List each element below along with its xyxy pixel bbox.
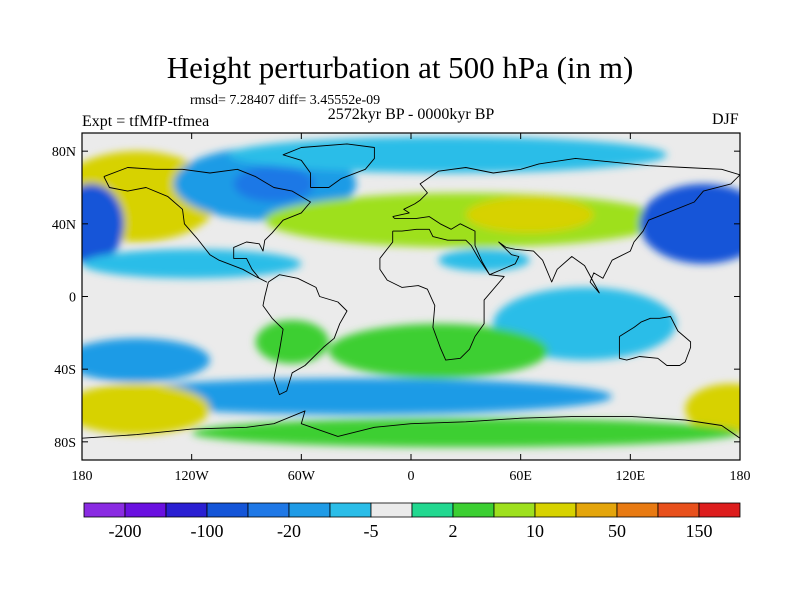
colorbar: -200 -100 -20 -5 2 10 50 150 — [84, 503, 740, 541]
lon-tick-label: 0 — [408, 469, 415, 484]
colorbar-swatch — [125, 503, 166, 517]
west-pacific-negative-anomaly — [639, 184, 767, 264]
colorbar-label: -20 — [277, 521, 301, 541]
lon-tick-label: 120W — [175, 469, 210, 484]
colorbar-swatch — [207, 503, 248, 517]
colorbar-label: 10 — [526, 521, 544, 541]
lat-tick-label: 40S — [54, 363, 76, 378]
colorbar-label: -5 — [364, 521, 379, 541]
colorbar-swatch — [453, 503, 494, 517]
south-pacific-negative-anomaly — [64, 338, 210, 382]
colorbar-swatch — [576, 503, 617, 517]
colorbar-swatch — [248, 503, 289, 517]
colorbar-label: 2 — [449, 521, 458, 541]
lat-tick-label: 80S — [54, 436, 76, 451]
contour-map — [55, 133, 777, 460]
south-america-positive-patch — [256, 320, 329, 364]
central-asia-positive-core — [466, 197, 594, 233]
arctic-negative-band — [228, 137, 667, 173]
north-africa-negative-patch — [438, 249, 529, 271]
lat-tick-label: 40N — [52, 218, 76, 233]
colorbar-swatch — [166, 503, 207, 517]
colorbar-swatch — [699, 503, 740, 517]
eurasia-positive-band — [265, 193, 667, 248]
lon-tick-label: 120E — [616, 469, 646, 484]
colorbar-swatch — [494, 503, 535, 517]
colorbar-label: 150 — [686, 521, 713, 541]
lon-tick-label: 180 — [72, 469, 93, 484]
map-figure: 80N 40N 0 40S 80S 180 120W 60W 0 60E 120E 180 -200… — [0, 0, 800, 600]
colorbar-label: -100 — [191, 521, 224, 541]
south-west-pacific-positive-anomaly — [64, 384, 210, 435]
lat-tick-label: 0 — [69, 291, 76, 306]
south-atlantic-positive-anomaly — [329, 324, 548, 379]
colorbar-swatch — [330, 503, 371, 517]
colorbar-swatch — [658, 503, 699, 517]
lon-tick-label: 60W — [288, 469, 316, 484]
lon-tick-label: 180 — [730, 469, 751, 484]
colorbar-swatch — [617, 503, 658, 517]
lat-tick-label: 80N — [52, 145, 76, 160]
colorbar-swatch — [371, 503, 412, 517]
colorbar-swatch — [289, 503, 330, 517]
lon-tick-label: 60E — [509, 469, 532, 484]
antarctic-positive-band — [192, 418, 740, 447]
colorbar-label: -200 — [109, 521, 142, 541]
tropical-pacific-negative-band — [82, 249, 301, 278]
colorbar-label: 50 — [608, 521, 626, 541]
colorbar-swatch — [412, 503, 453, 517]
colorbar-swatch — [535, 503, 576, 517]
colorbar-swatch — [84, 503, 125, 517]
